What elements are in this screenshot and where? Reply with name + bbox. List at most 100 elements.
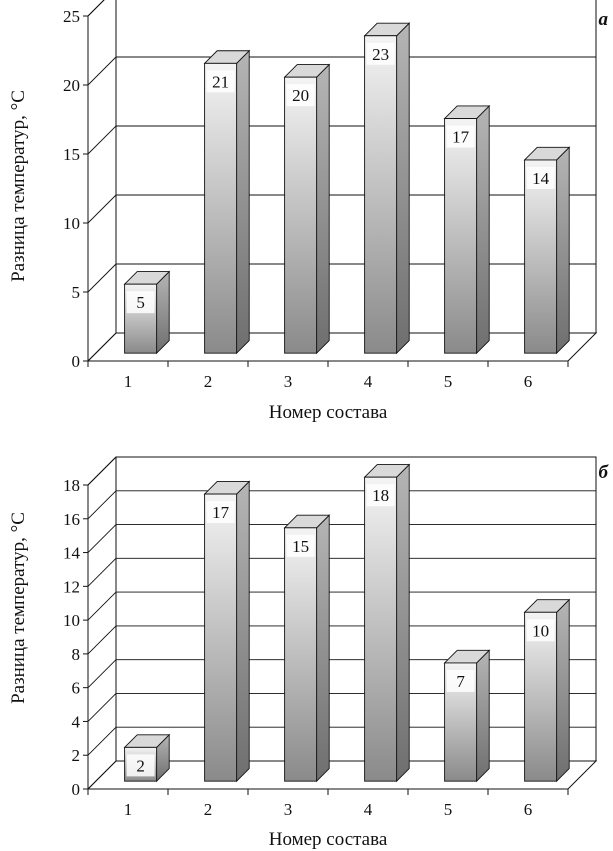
panel-label: а xyxy=(599,9,609,30)
bar-front xyxy=(364,476,398,782)
bar-side xyxy=(236,49,250,355)
data-label-bg xyxy=(366,42,395,65)
x-tick-label: 4 xyxy=(364,800,373,819)
x-tick-label: 1 xyxy=(124,800,133,819)
panel-label: б xyxy=(599,462,610,483)
data-label-bg xyxy=(126,754,155,777)
data-label-bg xyxy=(286,534,315,557)
bar-front xyxy=(364,35,398,354)
y-tick-label: 20 xyxy=(63,76,80,95)
y-tick-label: 10 xyxy=(63,214,80,233)
x-tick-label: 6 xyxy=(524,800,533,819)
y-tick-label: 8 xyxy=(72,645,81,664)
x-tick-label: 5 xyxy=(444,372,453,391)
x-tick-label: 3 xyxy=(284,372,293,391)
bar: 7 xyxy=(443,649,491,783)
data-label-bg xyxy=(446,125,475,148)
data-label: 17 xyxy=(212,503,230,522)
bar-side xyxy=(476,104,490,355)
side-wall-gridline xyxy=(87,726,117,756)
y-tick-label: 6 xyxy=(72,679,81,698)
data-label-bg xyxy=(206,70,235,93)
y-tick-label: 15 xyxy=(63,145,80,164)
side-wall-gridline xyxy=(87,693,117,722)
x-axis-label: Номер состава xyxy=(269,829,388,850)
data-label-bg xyxy=(206,501,235,524)
side-wall-gridline xyxy=(87,56,117,86)
chart-panel-а: 0 5 10 15 20 25 5 1 21 2 20 3 23 4 17 5 14 6 Номер состава… xyxy=(8,0,609,423)
bar-side xyxy=(556,146,570,355)
y-tick-label: 2 xyxy=(72,746,81,765)
side-wall-gridline xyxy=(87,659,117,688)
bar-side xyxy=(396,463,410,783)
x-axis-label: Номер состава xyxy=(269,402,388,423)
y-axis-depth xyxy=(87,456,117,486)
y-tick-label: 16 xyxy=(63,510,80,529)
data-label-bg xyxy=(526,619,555,642)
bar: 20 xyxy=(283,63,331,355)
x-tick-label: 2 xyxy=(204,800,213,819)
data-label: 23 xyxy=(372,45,389,64)
data-label-bg xyxy=(286,84,315,107)
data-label: 18 xyxy=(372,486,389,505)
y-tick-label: 5 xyxy=(72,283,81,302)
bar-side xyxy=(316,63,330,355)
bar: 23 xyxy=(363,22,411,355)
bar-front xyxy=(284,76,318,354)
side-wall-gridline xyxy=(87,125,117,155)
y-axis-label: Разница температур, °C xyxy=(8,90,29,282)
side-wall-gridline xyxy=(87,625,117,655)
x-tick-label: 1 xyxy=(124,372,133,391)
bar: 17 xyxy=(443,104,491,355)
y-tick-label: 4 xyxy=(72,712,81,731)
side-wall-gridline xyxy=(87,558,117,587)
bar-side xyxy=(396,22,410,355)
x-tick-label: 4 xyxy=(364,372,373,391)
data-label: 2 xyxy=(136,756,145,775)
data-label: 10 xyxy=(532,621,549,640)
data-label-bg xyxy=(126,291,155,314)
data-label-bg xyxy=(526,166,555,189)
side-wall-gridline xyxy=(87,194,117,224)
y-tick-label: 18 xyxy=(63,476,80,495)
data-label-bg xyxy=(366,484,395,507)
bar-front xyxy=(444,118,478,354)
bar: 17 xyxy=(203,480,251,783)
bar-side xyxy=(556,598,570,783)
chart-panel-б: 0 2 4 6 8 10 12 14 16 18 2 1 17 2 15 3 18 4 7 5 10 6 Номер сос… xyxy=(8,456,610,850)
bar-front xyxy=(284,527,318,782)
bar: 2 xyxy=(123,733,171,783)
data-label: 20 xyxy=(292,86,309,105)
y-axis-label: Разница температур, °C xyxy=(8,512,29,704)
bar-side xyxy=(236,480,250,783)
y-tick-label: 0 xyxy=(72,352,81,371)
x-tick-label: 6 xyxy=(524,372,533,391)
data-label: 15 xyxy=(292,537,309,556)
y-axis-depth xyxy=(87,0,105,17)
bar-side xyxy=(316,514,330,783)
data-label-bg xyxy=(446,669,475,692)
bar: 10 xyxy=(523,598,571,783)
data-label: 5 xyxy=(136,293,145,312)
bar-front xyxy=(204,62,238,354)
bar: 18 xyxy=(363,463,411,783)
back-wall xyxy=(115,0,597,334)
x-tick-label: 5 xyxy=(444,800,453,819)
bar-side xyxy=(156,270,170,355)
bar-side xyxy=(476,649,490,783)
data-label: 21 xyxy=(212,72,229,91)
side-wall-gridline xyxy=(87,490,117,520)
side-wall-gridline xyxy=(87,263,117,293)
bar-front xyxy=(524,159,558,354)
data-label: 17 xyxy=(452,128,470,147)
bar: 5 xyxy=(123,270,171,355)
y-tick-label: 14 xyxy=(63,544,81,563)
bar: 15 xyxy=(283,514,331,783)
bar: 21 xyxy=(203,49,251,355)
side-wall-gridline xyxy=(87,591,117,621)
data-label: 7 xyxy=(456,672,465,691)
y-tick-label: 25 xyxy=(63,7,80,26)
y-tick-label: 12 xyxy=(63,577,80,596)
